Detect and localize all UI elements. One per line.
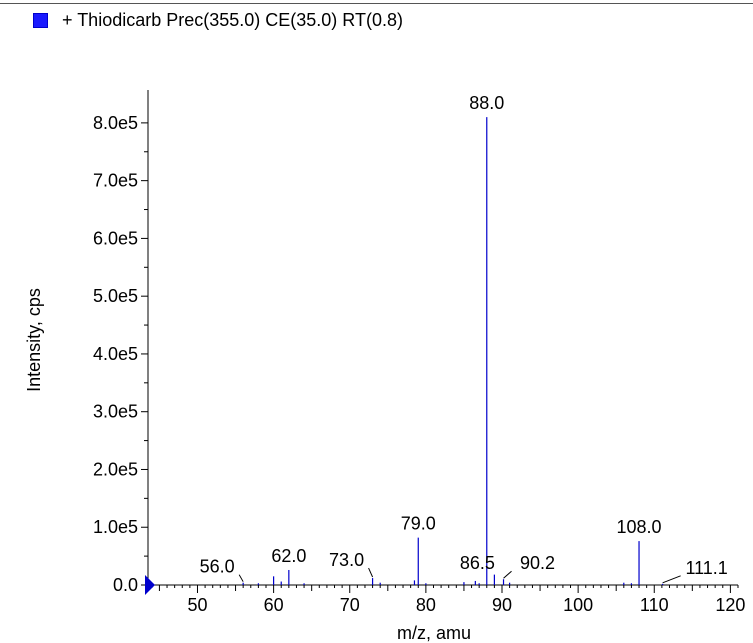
x-axis-label: m/z, amu	[397, 623, 471, 643]
x-tick-label: 90	[492, 595, 512, 615]
annotation-leader	[369, 568, 373, 577]
x-tick-label: 70	[340, 595, 360, 615]
y-tick-label: 0.0	[113, 575, 138, 595]
annotation-leader	[239, 575, 243, 582]
peak-label: 108.0	[617, 517, 662, 537]
y-tick-label: 6.0e5	[93, 228, 138, 248]
peak-label: 73.0	[329, 550, 364, 570]
y-tick-label: 2.0e5	[93, 459, 138, 479]
y-tick-label: 1.0e5	[93, 517, 138, 537]
peak-label: 79.0	[401, 514, 436, 534]
annotation-leader	[663, 576, 681, 583]
y-tick-label: 4.0e5	[93, 344, 138, 364]
origin-marker	[145, 575, 155, 595]
x-tick-label: 110	[640, 595, 669, 615]
peak-label: 111.1	[685, 558, 727, 578]
peak-label: 88.0	[469, 93, 504, 113]
peak-label: 56.0	[200, 557, 235, 577]
y-tick-label: 8.0e5	[93, 113, 138, 133]
y-tick-label: 7.0e5	[93, 171, 138, 191]
y-tick-label: 5.0e5	[93, 286, 138, 306]
peak-label: 90.2	[520, 553, 555, 573]
x-tick-label: 60	[264, 595, 284, 615]
x-tick-label: 80	[416, 595, 436, 615]
x-tick-label: 50	[187, 595, 207, 615]
x-tick-label: 100	[563, 595, 593, 615]
peak-label: 86.5	[460, 553, 495, 573]
annotation-leader	[504, 571, 512, 578]
y-tick-label: 3.0e5	[93, 402, 138, 422]
y-axis-label: Intensity, cps	[24, 288, 44, 392]
peak-label: 62.0	[271, 546, 306, 566]
peak-annotations: 88.0 79.0 108.0 62.0 56.0 73.0 86.5 90.2 111.1	[200, 93, 728, 583]
x-tick-label: 120	[715, 595, 745, 615]
